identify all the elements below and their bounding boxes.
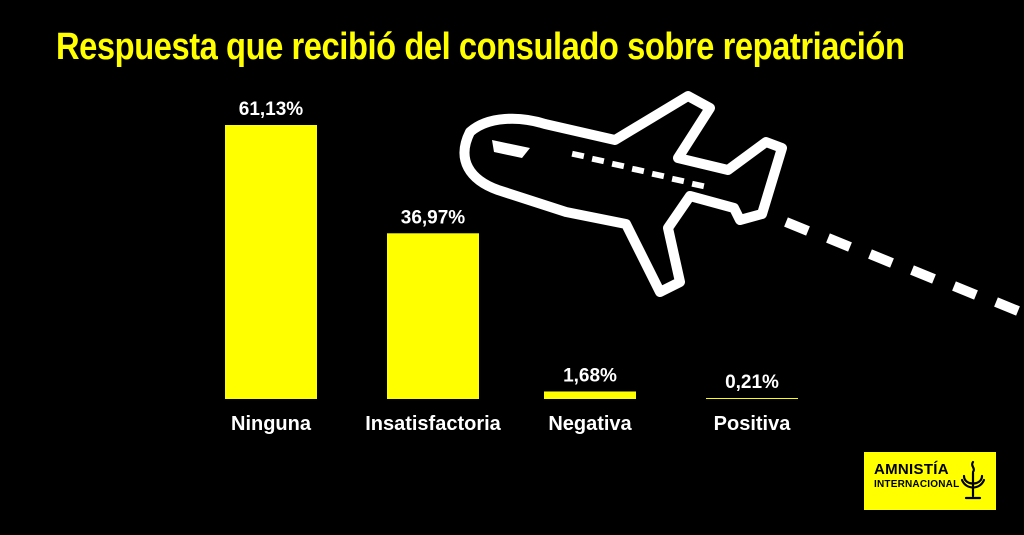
data-label-negativa: 1,68% [563,365,617,386]
category-label-ninguna: Ninguna [231,413,312,435]
data-label-insatisfactoria: 36,97% [401,207,466,228]
bar-ninguna [225,125,317,399]
bar-positiva [706,398,798,399]
bar-negativa [544,391,636,399]
chart-title: Respuesta que recibió del consulado sobr… [56,26,905,68]
logo-text-line2: INTERNACIONAL [874,479,960,490]
logo-text-line1: AMNISTÍA [874,461,949,478]
category-label-negativa: Negativa [548,413,632,435]
data-label-ninguna: 61,13% [239,99,304,120]
category-label-positiva: Positiva [714,413,792,435]
candle-icon [960,460,986,500]
amnesty-logo: AMNISTÍA INTERNACIONAL [864,452,996,510]
data-label-positiva: 0,21% [725,372,779,393]
category-label-insatisfactoria: Insatisfactoria [365,413,501,435]
bar-insatisfactoria [387,233,479,399]
